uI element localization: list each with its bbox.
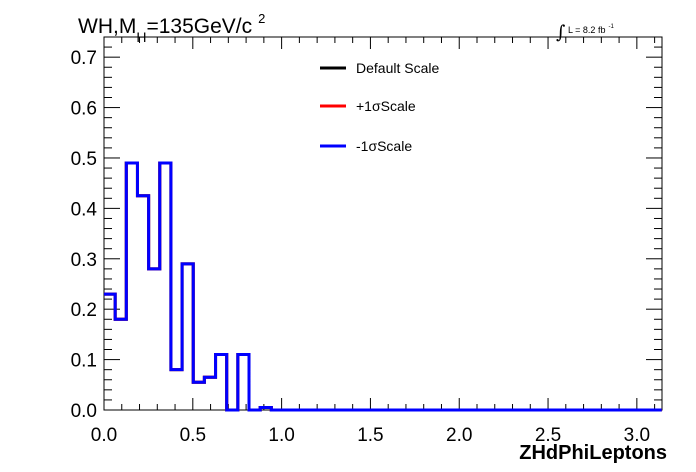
- series-plus1sigma-scale: [104, 161, 662, 412]
- legend: Default Scale +1σScale -1σScale: [320, 60, 439, 154]
- x-tick-label: 0.5: [180, 425, 206, 446]
- y-tick-label: 0.3: [71, 250, 97, 271]
- title-main: WH,M: [78, 15, 136, 38]
- chart-title: WH,MH=135GeV/c 2: [78, 11, 265, 45]
- x-tick-label: 1.5: [357, 425, 383, 446]
- legend-label-default: Default Scale: [356, 60, 439, 76]
- lumi-label: L = 8.2 fb -1: [568, 24, 614, 35]
- y-tick-label: 0.2: [71, 300, 97, 321]
- y-tick-label: 0.1: [71, 351, 97, 372]
- lumi-integral-sign: ∫: [556, 22, 566, 43]
- x-tick-label: 2.0: [446, 425, 472, 446]
- y-tick-label: 0.7: [71, 48, 97, 69]
- series-default-scale: [104, 161, 662, 412]
- x-tick-label: 2.5: [535, 425, 561, 446]
- series-minus1sigma-scale: [104, 161, 662, 412]
- x-axis: 0.0 0.5 1.0 1.5 2.0 2.5 3.0: [91, 37, 656, 446]
- legend-label-minus: -1σScale: [356, 138, 412, 154]
- lumi-text: L = 8.2 fb: [568, 25, 605, 35]
- y-tick-label: 0.5: [71, 149, 97, 170]
- x-tick-label: 1.0: [268, 425, 294, 446]
- title-rest: =135GeV/c: [146, 15, 252, 38]
- x-tick-label: 0.0: [91, 425, 117, 446]
- x-axis-title: ZHdPhiLeptons: [519, 442, 667, 464]
- y-tick-label: 0.6: [71, 99, 97, 120]
- y-axis: 0.0 0.1 0.2 0.3 0.4 0.5 0.6 0.7: [71, 36, 662, 422]
- series-group: [104, 161, 662, 412]
- y-tick-label: 0.4: [71, 199, 98, 220]
- plot-frame: [103, 36, 663, 411]
- title-superscript: 2: [258, 11, 265, 26]
- lumi-superscript: -1: [608, 24, 614, 30]
- legend-label-plus: +1σScale: [356, 98, 416, 114]
- y-tick-label: 0.0: [71, 401, 97, 422]
- x-tick-label: 3.0: [624, 425, 650, 446]
